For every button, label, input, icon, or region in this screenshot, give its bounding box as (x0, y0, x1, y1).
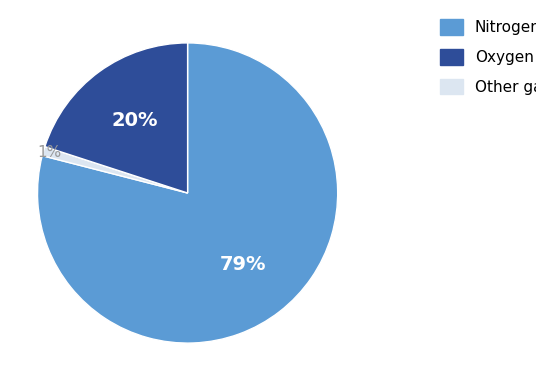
Wedge shape (38, 43, 338, 343)
Wedge shape (45, 43, 188, 193)
Text: 20%: 20% (111, 111, 158, 130)
Text: 1%: 1% (37, 145, 61, 160)
Text: 79%: 79% (220, 255, 266, 274)
Legend: Nitrogen, Oxygen, Other gases: Nitrogen, Oxygen, Other gases (434, 13, 536, 101)
Wedge shape (42, 147, 188, 193)
